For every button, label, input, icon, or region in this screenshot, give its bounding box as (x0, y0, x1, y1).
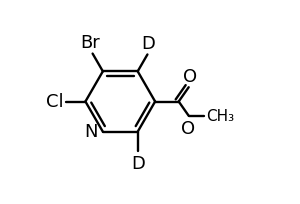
Text: N: N (84, 122, 98, 140)
Text: O: O (181, 119, 195, 137)
Text: O: O (183, 68, 197, 86)
Text: D: D (142, 35, 155, 53)
Text: Cl: Cl (46, 93, 64, 111)
Text: Br: Br (81, 34, 100, 52)
Text: CH₃: CH₃ (206, 109, 234, 124)
Text: D: D (131, 154, 145, 172)
